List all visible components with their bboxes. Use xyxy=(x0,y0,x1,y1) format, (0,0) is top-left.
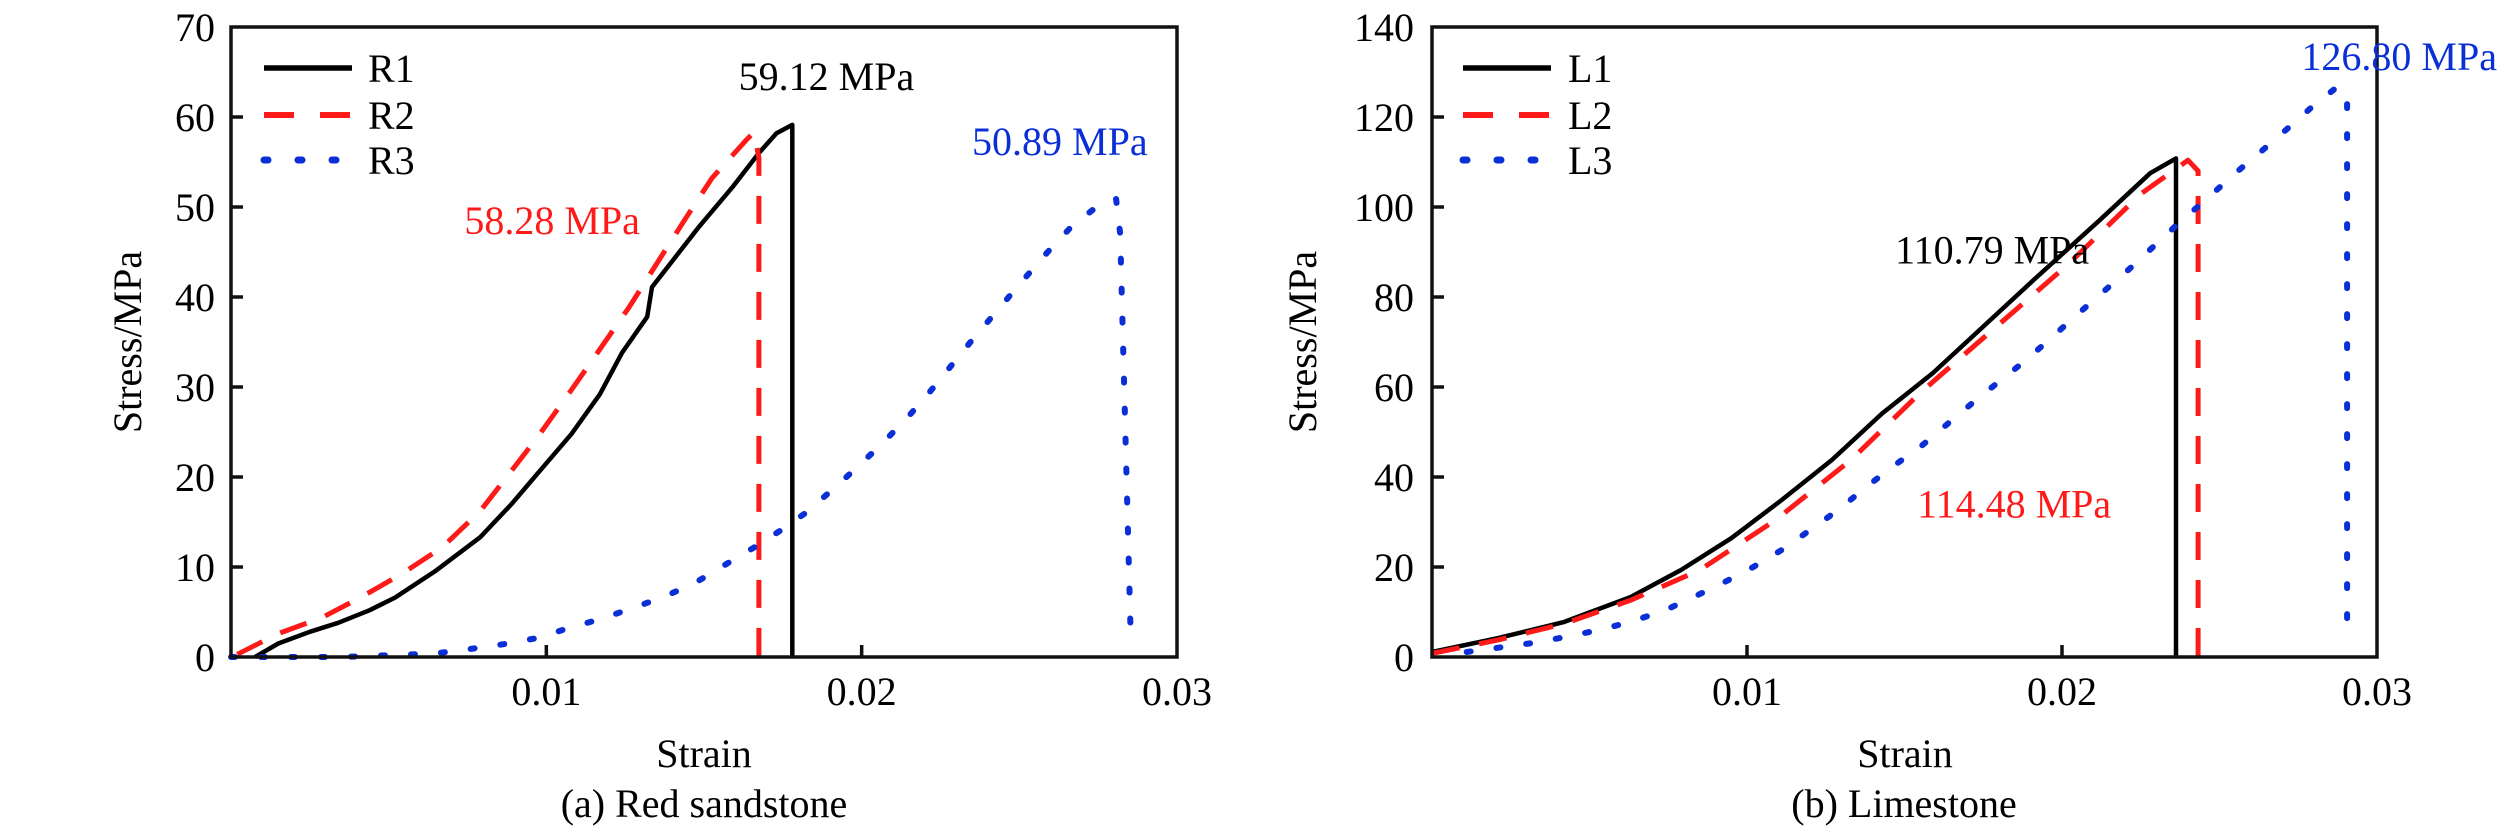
peak-stress-label: 58.28 MPa xyxy=(464,198,640,243)
y-axis-title: Stress/MPa xyxy=(1280,251,1325,433)
y-axis-title: Stress/MPa xyxy=(105,251,150,433)
x-tick-label: 0.01 xyxy=(1712,669,1782,714)
annotations: 126.80 MPa 110.79 MPa 114.48 MPa xyxy=(1895,34,2497,527)
legend-item-r3: R3 xyxy=(260,138,415,183)
x-tick-label: 0.03 xyxy=(2342,669,2412,714)
x-tick-label: 0.01 xyxy=(511,669,581,714)
y-tick-label: 60 xyxy=(1374,365,1414,410)
y-tick-label: 40 xyxy=(1374,455,1414,500)
x-tick-label: 0.02 xyxy=(827,669,897,714)
y-tick-label: 0 xyxy=(1394,635,1414,680)
legend-label: L1 xyxy=(1568,46,1612,91)
y-tick-label: 40 xyxy=(175,275,215,320)
peak-stress-label: 114.48 MPa xyxy=(1917,482,2111,527)
series-layer xyxy=(1431,83,2351,657)
y-tick-label: 140 xyxy=(1354,5,1414,50)
y-tick-label: 80 xyxy=(1374,275,1414,320)
legend-label: L3 xyxy=(1568,138,1612,183)
y-tick-label: 10 xyxy=(175,545,215,590)
x-axis-title: Strain xyxy=(656,731,752,776)
peak-stress-label: 126.80 MPa xyxy=(2301,34,2497,79)
series-line-l2 xyxy=(1431,157,2201,657)
series-line-l3 xyxy=(1463,83,2351,655)
legend-label: L2 xyxy=(1568,93,1612,138)
y-tick-label: 0 xyxy=(195,635,215,680)
legend-item-l3: L3 xyxy=(1459,138,1612,183)
series-line-r1 xyxy=(253,122,795,659)
legend-label: R1 xyxy=(368,46,415,91)
y-tick-label: 70 xyxy=(175,5,215,50)
y-tick-label: 30 xyxy=(175,365,215,410)
peak-stress-label: 59.12 MPa xyxy=(739,54,915,99)
y-tick-label: 60 xyxy=(175,95,215,140)
legend-item-r2: R2 xyxy=(264,93,415,138)
ticks-layer: 0 20 40 60 80 100 120 140 0.01 0.02 0.03 xyxy=(1354,5,2412,714)
panel-caption: (b) Limestone xyxy=(1791,781,2017,826)
panel-caption: (a) Red sandstone xyxy=(561,781,848,826)
legend-item-l2: L2 xyxy=(1463,93,1612,138)
peak-stress-label: 110.79 MPa xyxy=(1895,227,2089,272)
series-line-r3 xyxy=(228,196,1134,660)
x-tick-label: 0.02 xyxy=(2027,669,2097,714)
legend-item-l1: L1 xyxy=(1463,46,1612,91)
y-tick-label: 20 xyxy=(175,455,215,500)
series-line-r2 xyxy=(236,130,762,657)
legend-item-r1: R1 xyxy=(264,46,415,91)
ticks-layer: 0 10 20 30 40 50 60 70 0.01 0.02 0.03 xyxy=(175,5,1212,714)
series-line-l1 xyxy=(1431,156,2179,657)
y-tick-label: 50 xyxy=(175,185,215,230)
legend-label: R3 xyxy=(368,138,415,183)
y-tick-label: 100 xyxy=(1354,185,1414,230)
series-layer xyxy=(228,122,1134,660)
y-tick-label: 120 xyxy=(1354,95,1414,140)
y-tick-label: 20 xyxy=(1374,545,1414,590)
x-tick-label: 0.03 xyxy=(1142,669,1212,714)
x-axis-title: Strain xyxy=(1857,731,1953,776)
annotations: 59.12 MPa 58.28 MPa 50.89 MPa xyxy=(464,54,1147,243)
plot-frame xyxy=(1430,25,2379,659)
legend-label: R2 xyxy=(368,93,415,138)
peak-stress-label: 50.89 MPa xyxy=(972,119,1148,164)
plot-frame xyxy=(229,25,1179,659)
